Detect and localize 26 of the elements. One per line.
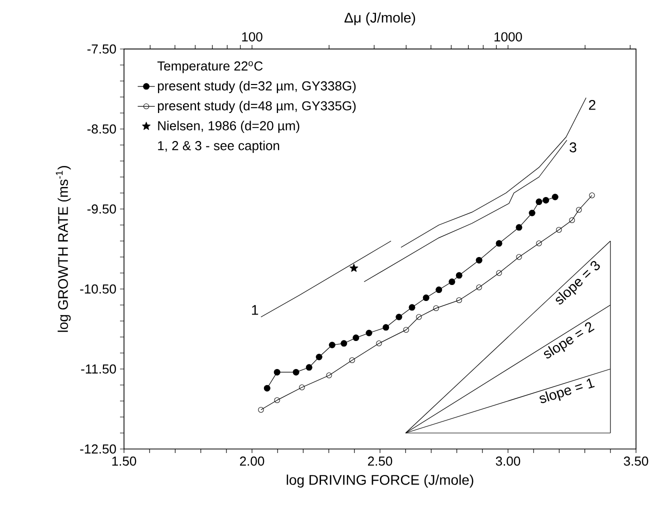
y-axis-title: log GROWTH RATE (ms$^{-1}$) xyxy=(56,166,71,332)
annotation: 3 xyxy=(570,142,576,152)
legend-label: present study (d=32 µm, GY338G) xyxy=(158,80,356,94)
annotation: 2 xyxy=(588,100,596,110)
legend-label: present study (d=48 µm, GY335G) xyxy=(158,100,356,113)
annotation: slope = 2 xyxy=(544,322,595,358)
y-tick-label: -9.50 xyxy=(87,204,116,214)
x-axis-title: log DRIVING FORCE (J/mole) xyxy=(286,474,474,488)
x-tick-label: 1.50 xyxy=(112,456,136,466)
legend-label: Nielsen, 1986 (d=20 µm) xyxy=(158,120,300,133)
y-tick-label: -12.50 xyxy=(80,444,116,454)
y-tick-label: -8.50 xyxy=(87,124,116,134)
x2-tick-label: 100 xyxy=(242,32,262,42)
annotation: slope = 1 xyxy=(540,378,595,404)
x-tick-label: 2.50 xyxy=(368,456,392,466)
x-tick-label: 2.00 xyxy=(240,456,264,466)
legend-title: Temperature 22$^{o}$C xyxy=(157,61,263,74)
x-tick-label: 3.50 xyxy=(624,456,648,466)
annotation: 1, 2 & 3 - see caption xyxy=(158,140,280,153)
y-tick-label: -11.50 xyxy=(81,364,116,374)
x2-tick-label: 1000 xyxy=(494,32,522,42)
x2-axis-title: Δμ (J/mole) xyxy=(344,12,416,26)
x-tick-label: 3.00 xyxy=(496,456,520,466)
y-tick-label: -10.50 xyxy=(80,284,116,294)
y-tick-label: -7.50 xyxy=(87,44,116,54)
annotation: 1 xyxy=(252,305,258,315)
